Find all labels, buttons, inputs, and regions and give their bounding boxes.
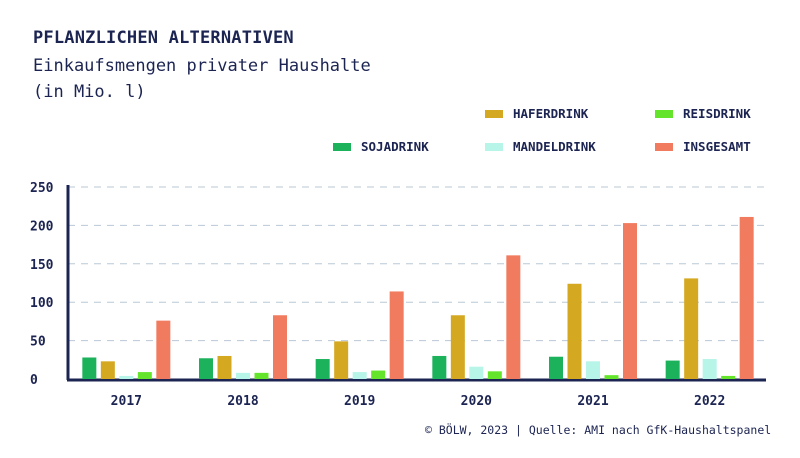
bar-reisdrink-2017 (137, 372, 152, 379)
legend-swatch-sojadrink (333, 142, 351, 151)
x-tick-label: 2020 (461, 394, 492, 409)
x-tick-label: 2021 (577, 394, 608, 409)
y-tick-label: 50 (30, 335, 46, 350)
bar-insgesamt-2018 (273, 315, 287, 379)
legend-item-reisdrink: REISDRINK (655, 106, 751, 121)
bar-sojadrink-2019 (315, 359, 330, 379)
legend-item-mandeldrink: MANDELDRINK (485, 139, 596, 154)
bar-mandeldrink-2022 (702, 359, 717, 379)
x-tick-label: 2018 (227, 394, 258, 409)
bar-haferdrink-2019 (334, 341, 349, 379)
bar-insgesamt-2022 (739, 216, 754, 379)
legend-swatch-mandeldrink (485, 142, 503, 151)
bar-haferdrink-2018 (217, 355, 232, 379)
chart-title: PFLANZLICHEN ALTERNATIVEN (33, 28, 294, 48)
y-tick-label: 0 (30, 373, 38, 388)
x-tick-label: 2017 (111, 394, 142, 409)
bar-haferdrink-2020 (450, 315, 465, 379)
bar-mandeldrink-2017 (119, 375, 134, 379)
source-note: © BÖLW, 2023 | Quelle: AMI nach GfK-Haus… (425, 423, 772, 437)
bar-mandeldrink-2020 (469, 366, 484, 379)
bar-sojadrink-2018 (199, 358, 213, 379)
legend-label-mandeldrink: MANDELDRINK (513, 139, 596, 154)
chart-subtitle: Einkaufsmengen privater Haushalte (in Mi… (33, 53, 371, 105)
bar-insgesamt-2017 (156, 320, 171, 379)
bar-sojadrink-2022 (665, 360, 680, 379)
bar-sojadrink-2017 (82, 357, 97, 379)
legend-item-insgesamt: INSGESAMT (655, 139, 751, 154)
legend-item-sojadrink: SOJADRINK (333, 139, 429, 154)
y-tick-label: 150 (30, 258, 54, 273)
bar-reisdrink-2022 (721, 375, 736, 379)
bar-reisdrink-2020 (487, 371, 502, 379)
bar-haferdrink-2022 (684, 278, 699, 379)
bar-insgesamt-2020 (506, 255, 521, 379)
y-tick-label: 100 (30, 296, 54, 311)
legend-label-reisdrink: REISDRINK (683, 106, 751, 121)
bar-reisdrink-2018 (254, 372, 269, 379)
x-tick-label: 2022 (694, 394, 725, 409)
legend-swatch-insgesamt (655, 142, 673, 151)
bar-insgesamt-2019 (389, 291, 404, 379)
bar-sojadrink-2020 (432, 355, 447, 379)
bar-reisdrink-2021 (604, 375, 619, 379)
bar-haferdrink-2017 (100, 361, 115, 379)
subtitle-line-2: (in Mio. l) (33, 82, 146, 102)
legend-label-haferdrink: HAFERDRINK (513, 106, 589, 121)
legend-swatch-haferdrink (485, 109, 503, 118)
x-tick-label: 2019 (344, 394, 375, 409)
subtitle-line-1: Einkaufsmengen privater Haushalte (33, 56, 371, 76)
bar-mandeldrink-2019 (352, 372, 367, 379)
bar-sojadrink-2021 (549, 356, 563, 379)
bar-insgesamt-2021 (623, 223, 637, 379)
legend-label-insgesamt: INSGESAMT (683, 139, 751, 154)
bar-haferdrink-2021 (567, 283, 582, 379)
bar-mandeldrink-2021 (586, 361, 600, 379)
y-tick-label: 250 (30, 181, 54, 196)
legend-label-sojadrink: SOJADRINK (361, 139, 429, 154)
bar-reisdrink-2019 (371, 370, 386, 379)
bar-mandeldrink-2018 (236, 372, 250, 379)
legend-item-haferdrink: HAFERDRINK (485, 106, 588, 121)
y-tick-label: 200 (30, 219, 54, 234)
legend-swatch-reisdrink (655, 109, 673, 118)
